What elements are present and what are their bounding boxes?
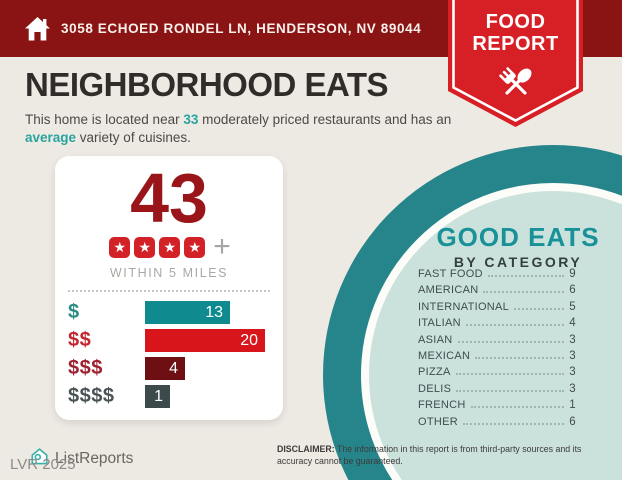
category-value: 5 (569, 300, 576, 313)
category-value: 6 (569, 415, 576, 428)
price-tier-label: $ (68, 301, 80, 323)
price-tier-label: $$ (68, 329, 92, 351)
star-icon: ★ (134, 236, 156, 258)
category-row: MEXICAN 3 (418, 350, 576, 366)
dotted-leader (483, 291, 565, 294)
category-label: ASIAN (418, 333, 453, 346)
category-label: AMERICAN (418, 284, 479, 297)
subtitle-text: moderately priced restaurants and has an (198, 112, 452, 127)
intro-subtitle: This home is located near 33 moderately … (25, 111, 455, 147)
subtitle-accent: average (25, 130, 77, 145)
card-divider (68, 290, 270, 292)
category-label: FRENCH (418, 399, 466, 412)
ribbon-title-line2: REPORT (472, 33, 559, 55)
category-value: 4 (569, 317, 576, 330)
category-value: 6 (569, 284, 576, 297)
category-label: FAST FOOD (418, 268, 483, 280)
watermark: LVR 2025 (10, 456, 76, 473)
price-bar-row: $$$ 4 (68, 357, 283, 380)
category-list: FAST FOOD 9 AMERICAN 6 INTERNATIONAL 5 ITALIAN… (418, 268, 576, 432)
category-value: 1 (569, 399, 576, 412)
dotted-leader (487, 275, 565, 277)
category-row: AMERICAN 6 (418, 284, 576, 300)
price-bar-row: $$ 20 (68, 329, 283, 352)
dotted-leader (457, 340, 565, 343)
category-value: 3 (569, 382, 576, 395)
price-bar-value: 4 (169, 359, 178, 377)
category-label: DELIS (418, 382, 452, 395)
category-value: 3 (569, 333, 576, 346)
category-row: ITALIAN 4 (418, 317, 576, 333)
page-title: NEIGHBORHOOD EATS (25, 66, 389, 103)
intro-section: NEIGHBORHOOD EATS This home is located n… (25, 66, 455, 147)
price-bar-value: 13 (205, 303, 223, 321)
disclaimer: DISCLAIMER: The information in this repo… (277, 444, 609, 467)
category-row: FAST FOOD 9 (418, 268, 576, 284)
category-row: OTHER 6 (418, 416, 576, 432)
ribbon-title: FOOD REPORT (448, 11, 583, 55)
category-label: OTHER (418, 415, 458, 428)
restaurant-stats-card: 43 ★ ★ ★ ★ + WITHIN 5 MILES $13 $$ 20 $$$ 4 $$$$ 1 (55, 156, 283, 420)
property-address: 3058 ECHOED RONDEL LN, HENDERSON, NV 890… (61, 21, 422, 36)
category-row: ASIAN 3 (418, 334, 576, 350)
dotted-leader (470, 406, 565, 409)
brand-logo: ListReports (30, 447, 133, 471)
crossed-spoon-fork-icon (495, 62, 537, 111)
price-tier-label: $$$ (68, 357, 103, 379)
radius-caption: WITHIN 5 MILES (109, 266, 229, 280)
category-label: PIZZA (418, 366, 451, 379)
category-row: PIZZA 3 (418, 366, 576, 382)
dotted-leader (463, 422, 565, 425)
category-value: 3 (569, 366, 576, 379)
food-report-ribbon: FOOD REPORT (448, 0, 583, 128)
dotted-leader (455, 373, 565, 376)
good-eats-title: GOOD EATS (436, 222, 600, 252)
dotted-leader (456, 389, 565, 392)
dotted-leader (514, 307, 565, 310)
category-label: INTERNATIONAL (418, 300, 510, 313)
star-icon: ★ (109, 236, 131, 258)
category-label: ITALIAN (418, 317, 461, 330)
good-eats-heading: GOOD EATS BY CATEGORY (393, 222, 622, 270)
price-bar: 4 (145, 357, 185, 380)
star-icon: ★ (159, 236, 181, 258)
restaurant-count: 43 (130, 159, 208, 237)
disclaimer-text: The information in this report is from t… (277, 444, 582, 466)
category-row: FRENCH 1 (418, 399, 576, 415)
price-bar: 20 (145, 329, 265, 352)
price-bar-row: $$$$ 1 (68, 385, 283, 408)
plus-icon: + (213, 230, 231, 263)
price-bar: 13 (145, 301, 230, 324)
category-value: 3 (569, 349, 576, 362)
home-icon (24, 15, 51, 47)
rating-stars-row: ★ ★ ★ ★ + (55, 230, 283, 263)
brand-name: ListReports (55, 450, 134, 467)
dotted-leader (465, 324, 565, 327)
price-bar: 1 (145, 385, 170, 408)
star-icon: ★ (184, 236, 206, 258)
category-row: INTERNATIONAL 5 (418, 301, 576, 317)
price-tier-bar-chart: $13 $$ 20 $$$ 4 $$$$ 1 (68, 301, 283, 408)
good-eats-subtitle: BY CATEGORY (453, 254, 583, 270)
subtitle-text: variety of cuisines. (76, 130, 191, 145)
price-bar-value: 20 (240, 331, 258, 349)
price-bar-row: $13 (68, 301, 283, 324)
listreports-house-icon (30, 447, 49, 471)
disclaimer-label: DISCLAIMER: (277, 444, 335, 454)
category-label: MEXICAN (418, 349, 471, 362)
ribbon-title-line1: FOOD (485, 11, 546, 33)
dotted-leader (475, 356, 565, 359)
price-bar-value: 1 (154, 387, 163, 405)
subtitle-text: This home is located near (25, 112, 184, 127)
price-tier-label: $$$$ (68, 385, 115, 407)
subtitle-accent: 33 (183, 112, 199, 127)
category-value: 9 (569, 268, 576, 280)
category-row: DELIS 3 (418, 383, 576, 399)
ribbon-shape (448, 0, 583, 127)
